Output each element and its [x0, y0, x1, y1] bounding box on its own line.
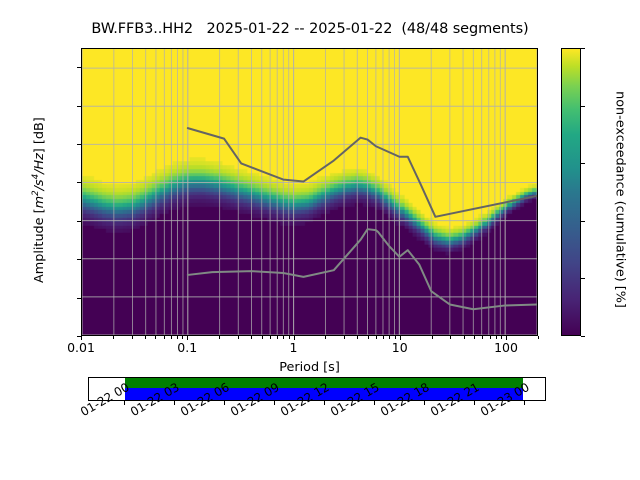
x-axis-tick-mark — [288, 336, 290, 339]
y-axis-sup-b: 4 — [30, 173, 41, 180]
x-axis-tick-mark — [383, 336, 385, 339]
y-axis-tick-mark — [77, 336, 81, 337]
y-axis-label: Amplitude [m2/s4/Hz] [dB] — [31, 65, 47, 335]
y-axis-unit-c: /Hz — [32, 153, 48, 174]
x-axis-tick-mark — [489, 336, 491, 339]
x-axis-tick-mark — [155, 336, 157, 339]
y-axis-tick-mark — [77, 67, 81, 69]
x-axis-tick-mark — [112, 336, 114, 339]
timeline-tick-mark — [473, 401, 475, 405]
x-axis-tick-mark — [389, 336, 391, 339]
x-axis-tick-mark — [170, 336, 172, 339]
x-axis-tick-mark — [399, 336, 401, 340]
timeline-tick-mark — [423, 401, 425, 405]
x-axis-tick-label: 10 — [391, 340, 408, 355]
x-axis-tick-mark — [431, 336, 433, 339]
x-axis-tick-mark — [506, 336, 507, 340]
colorbar-tick-mark — [581, 105, 585, 107]
colorbar-tick-mark — [581, 336, 585, 337]
y-axis-tick-mark — [77, 220, 81, 222]
ppsd-histogram-canvas — [82, 49, 537, 335]
y-axis-tick-mark — [77, 144, 81, 145]
timeline-coverage-axes[interactable] — [88, 377, 546, 401]
x-axis-tick-mark — [344, 336, 346, 339]
y-axis-sup-a: 2 — [30, 190, 41, 196]
timeline-tick-mark — [524, 401, 526, 405]
y-axis-label-suffix: ] [dB] — [32, 117, 48, 154]
x-axis-tick-mark — [450, 336, 452, 339]
page-title: BW.FFB3..HH2 2025-01-22 -- 2025-01-22 (4… — [91, 21, 529, 37]
psd-segments-bar — [124, 387, 524, 400]
y-axis-tick-mark — [77, 259, 81, 261]
x-axis-tick-mark — [176, 336, 178, 339]
x-axis-label: Period [s] — [279, 360, 340, 375]
x-axis-tick-label: 0.01 — [67, 340, 95, 355]
data-coverage-bar — [124, 378, 524, 388]
colorbar-tick-mark — [581, 163, 585, 165]
y-axis-label-prefix: Amplitude [ — [32, 208, 48, 284]
x-axis-tick-mark — [251, 336, 253, 339]
plot-gridlines — [82, 49, 537, 335]
ppsd-plot-area[interactable] — [81, 48, 538, 336]
x-axis-tick-mark — [81, 336, 82, 340]
x-axis-tick-mark — [182, 336, 184, 339]
x-axis-tick-mark — [325, 336, 327, 339]
x-axis-tick-mark — [144, 336, 146, 339]
x-axis-tick-label: 1 — [289, 340, 298, 355]
x-axis-tick-mark — [219, 336, 221, 339]
x-axis-tick-mark — [163, 336, 165, 339]
x-axis-tick-mark — [501, 336, 503, 339]
x-axis-tick-mark — [283, 336, 285, 339]
x-axis-tick-mark — [277, 336, 279, 339]
x-axis-tick-mark — [367, 336, 369, 339]
colorbar-tick-mark — [581, 220, 585, 222]
timeline-tick-mark — [173, 401, 175, 405]
x-axis-tick-mark — [394, 336, 396, 339]
y-axis-tick-mark — [77, 105, 81, 107]
timeline-tick-mark — [323, 401, 325, 405]
colorbar-tick-mark — [581, 48, 585, 49]
y-axis-unit-b: /s — [32, 179, 48, 191]
timeline-tick-mark — [373, 401, 375, 405]
x-axis-tick-mark — [131, 336, 133, 339]
x-axis-tick-mark — [482, 336, 484, 339]
x-axis-tick-label: 0.1 — [177, 340, 198, 355]
y-axis-tick-mark — [77, 297, 81, 299]
x-axis-tick-mark — [474, 336, 476, 339]
timeline-tick-mark — [273, 401, 275, 405]
x-axis-tick-mark — [376, 336, 378, 339]
x-axis-tick-mark — [237, 336, 239, 339]
x-axis-tick-mark — [269, 336, 271, 339]
timeline-tick-mark — [223, 401, 225, 405]
x-axis-tick-mark — [463, 336, 465, 339]
colorbar-tick-mark — [581, 278, 585, 280]
y-axis-tick-mark — [77, 182, 81, 184]
x-axis-tick-mark — [293, 336, 295, 340]
x-axis-tick-mark — [261, 336, 263, 339]
x-axis-tick-mark — [357, 336, 359, 339]
x-axis-tick-mark — [187, 336, 189, 340]
timeline-tick-mark — [123, 401, 125, 405]
colorbar-label: non-exceedance (cumulative) [%] — [612, 91, 628, 308]
x-axis-tick-label: 100 — [494, 340, 518, 355]
x-axis-tick-mark — [538, 336, 539, 339]
y-axis-unit-a: m — [32, 195, 48, 209]
colorbar[interactable] — [561, 48, 581, 336]
x-axis-tick-mark — [495, 336, 497, 339]
noise-model-curves — [186, 127, 537, 311]
